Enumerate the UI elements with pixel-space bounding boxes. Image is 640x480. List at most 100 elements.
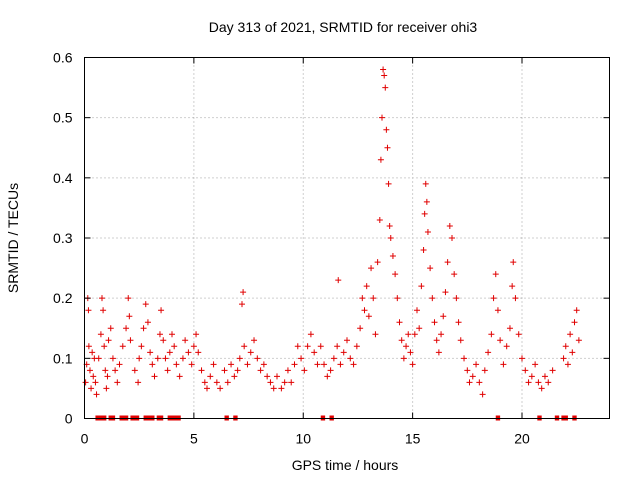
- data-point: [119, 343, 126, 350]
- data-point: [427, 265, 434, 272]
- data-point: [469, 373, 476, 380]
- data-point: [429, 295, 436, 302]
- data-point: [446, 222, 453, 229]
- data-point: [90, 373, 97, 380]
- data-point: [461, 355, 468, 362]
- data-point: [420, 247, 427, 254]
- plot-frame: [84, 57, 610, 419]
- data-point: [361, 307, 368, 314]
- data-point: [234, 367, 241, 374]
- x-tick-label: 15: [405, 431, 421, 447]
- data-point: [494, 307, 501, 314]
- data-point: [254, 355, 261, 362]
- data-point: [224, 379, 231, 386]
- data-point: [372, 331, 379, 338]
- data-point: [135, 379, 142, 386]
- data-point: [519, 355, 525, 362]
- data-point: [400, 355, 407, 362]
- data-point: [405, 331, 412, 338]
- data-point: [506, 325, 513, 332]
- data-point: [344, 337, 350, 344]
- x-axis-label: GPS time / hours: [292, 457, 399, 473]
- data-point: [116, 361, 123, 368]
- data-point: [377, 156, 384, 163]
- data-point: [337, 361, 344, 368]
- data-point: [370, 295, 377, 302]
- data-point: [407, 349, 414, 356]
- tick-labels: 0 0.1 0.2 0.3 0.4 0.5 0.6 0 5 10 15 20: [53, 50, 530, 447]
- data-point: [123, 325, 130, 332]
- x-tick-label: 5: [190, 431, 198, 447]
- data-point: [85, 307, 92, 314]
- data-point: [151, 373, 158, 380]
- data-point: [240, 289, 247, 296]
- data-point: [368, 265, 375, 272]
- data-point: [236, 355, 243, 362]
- data-point: [171, 343, 178, 350]
- y-axis-label: SRMTID / TECUs: [5, 183, 21, 293]
- data-point: [394, 295, 401, 302]
- data-point: [221, 367, 228, 374]
- data-point: [509, 283, 516, 290]
- data-point: [571, 319, 578, 326]
- data-point: [288, 379, 295, 386]
- data-point: [492, 271, 499, 278]
- data-point: [307, 331, 314, 338]
- data-point: [327, 367, 334, 374]
- data-point: [136, 355, 143, 362]
- data-point: [347, 355, 354, 362]
- data-point: [466, 379, 473, 386]
- data-point: [85, 343, 92, 350]
- y-tick-label: 0.5: [53, 110, 73, 126]
- data-point: [386, 222, 393, 229]
- data-point: [154, 355, 161, 362]
- data-point: [321, 361, 328, 368]
- data-point: [281, 379, 288, 386]
- data-point: [158, 307, 165, 314]
- chart-title: Day 313 of 2021, SRMTID for receiver ohi…: [209, 19, 478, 35]
- data-point: [422, 180, 429, 187]
- data-point: [528, 373, 535, 380]
- data-point: [562, 343, 569, 350]
- data-point: [204, 385, 210, 392]
- data-point: [190, 343, 197, 350]
- data-point: [231, 373, 238, 380]
- data-point: [160, 337, 167, 344]
- data-point: [228, 361, 235, 368]
- data-point: [421, 210, 428, 217]
- data-point: [383, 126, 390, 133]
- data-point: [105, 337, 112, 344]
- data-point: [473, 361, 480, 368]
- data-point: [353, 343, 360, 350]
- data-point: [264, 373, 271, 380]
- data-point: [525, 379, 532, 386]
- data-points: [82, 66, 582, 398]
- data-point: [162, 355, 169, 362]
- data-point: [147, 349, 154, 356]
- data-point: [512, 295, 519, 302]
- data-point: [144, 319, 151, 326]
- data-point: [97, 331, 104, 338]
- data-point: [102, 367, 109, 374]
- data-point: [457, 337, 464, 344]
- data-point: [382, 84, 389, 91]
- data-point: [317, 343, 324, 350]
- data-point: [127, 337, 134, 344]
- data-point: [294, 343, 301, 350]
- data-point: [201, 379, 208, 386]
- data-point: [376, 216, 383, 223]
- x-tick-label: 10: [295, 431, 311, 447]
- data-point: [359, 295, 366, 302]
- data-point: [485, 349, 492, 356]
- data-point: [89, 349, 96, 356]
- data-point: [101, 343, 108, 350]
- data-point: [274, 373, 280, 380]
- data-point: [549, 367, 556, 374]
- data-point: [541, 373, 548, 380]
- data-point: [451, 271, 458, 278]
- data-point: [164, 367, 171, 374]
- data-point: [239, 301, 245, 308]
- data-point: [440, 313, 447, 320]
- data-point: [156, 331, 163, 338]
